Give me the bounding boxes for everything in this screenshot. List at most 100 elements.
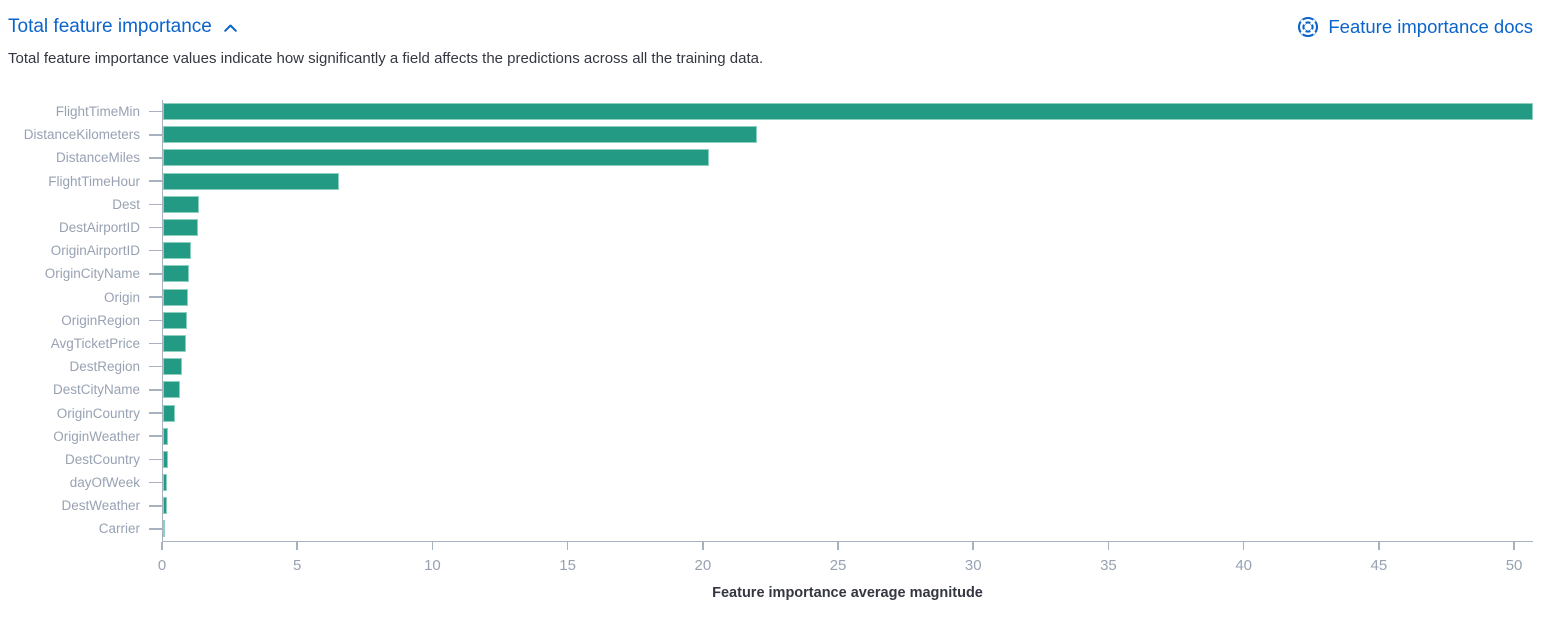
chart-row: DestCityName — [8, 378, 1533, 402]
bar-DestCountry[interactable] — [163, 450, 168, 468]
chart-row: dayOfWeek — [8, 471, 1533, 495]
y-axis-label: dayOfWeek — [69, 475, 140, 491]
y-axis-label: OriginWeather — [53, 428, 140, 444]
bar-track — [162, 331, 1533, 356]
x-axis-line — [161, 540, 1533, 550]
bar-OriginCountry[interactable] — [163, 404, 175, 422]
x-tick-mark — [296, 541, 298, 550]
bar-DestRegion[interactable] — [163, 358, 183, 376]
bar-DestCityName[interactable] — [163, 381, 180, 399]
bar-Origin[interactable] — [163, 288, 188, 306]
x-axis-title: Feature importance average magnitude — [712, 584, 983, 601]
x-tick-label: 25 — [829, 556, 847, 574]
bar-track — [162, 192, 1533, 216]
bar-AvgTicketPrice[interactable] — [163, 334, 187, 352]
y-tick-mark — [149, 435, 162, 437]
chart-row: DestAirportID — [8, 215, 1533, 240]
chart-row: OriginAirportID — [8, 239, 1533, 263]
y-axis-label: FlightTimeHour — [48, 173, 140, 189]
chart-row: FlightTimeHour — [8, 169, 1533, 193]
bar-DestAirportID[interactable] — [163, 219, 198, 237]
bar-DistanceKilometers[interactable] — [163, 126, 758, 144]
bar-FlightTimeMin[interactable] — [163, 103, 1533, 121]
x-tick-label: 45 — [1370, 556, 1388, 574]
y-tick-mark — [149, 342, 162, 345]
chart-row: Carrier — [8, 517, 1533, 541]
chart-row: Dest — [8, 192, 1533, 216]
x-tick-mark — [1378, 541, 1380, 550]
y-axis-label: FlightTimeMin — [55, 104, 140, 120]
y-tick-mark — [149, 481, 162, 484]
x-tick-mark — [431, 541, 434, 550]
y-axis-label: AvgTicketPrice — [50, 335, 140, 351]
y-axis-label: OriginCountry — [56, 405, 140, 421]
bar-OriginAirportID[interactable] — [163, 242, 192, 260]
chart-row: Origin — [8, 285, 1533, 309]
bar-track — [162, 100, 1533, 124]
chart-row: DistanceKilometers — [8, 123, 1533, 147]
bar-track — [162, 517, 1533, 541]
chart-row: OriginCityName — [8, 262, 1533, 286]
y-tick-mark — [149, 389, 162, 391]
bar-track — [162, 239, 1533, 263]
bar-track — [162, 471, 1533, 495]
chart-row: DistanceMiles — [8, 146, 1533, 170]
y-axis-label: Carrier — [98, 521, 140, 537]
chart-row: OriginCountry — [8, 401, 1533, 425]
y-axis-label: OriginRegion — [61, 312, 140, 328]
y-tick-mark — [149, 180, 162, 182]
x-tick-label: 50 — [1505, 556, 1523, 574]
feature-importance-chart: FlightTimeMin DistanceKilometers DistanceM… — [8, 100, 1533, 601]
x-tick-label: 15 — [559, 556, 576, 574]
y-tick-mark — [149, 505, 162, 507]
y-tick-mark — [149, 134, 162, 136]
bar-track — [162, 308, 1533, 332]
bar-OriginRegion[interactable] — [163, 311, 187, 329]
y-tick-mark — [149, 226, 162, 229]
y-axis-label: DestWeather — [61, 498, 140, 514]
chart-row: DestWeather — [8, 494, 1533, 518]
y-axis-label: DistanceKilometers — [23, 127, 140, 143]
total-feature-importance-accordion-toggle[interactable]: Total feature importance — [8, 13, 239, 40]
x-tick-label: 5 — [293, 556, 302, 574]
x-axis-tick-labels: 0 5 10 15 20 25 30 35 40 45 50 — [158, 556, 1533, 576]
bar-track — [162, 262, 1533, 286]
x-tick-label: 40 — [1235, 556, 1252, 574]
bar-track — [162, 169, 1533, 193]
documentation-life-ring-icon — [1296, 15, 1320, 39]
x-tick-label: 10 — [424, 556, 441, 574]
bar-track — [162, 355, 1533, 379]
feature-importance-docs-link[interactable]: Feature importance docs — [1296, 15, 1533, 39]
y-axis-label: OriginAirportID — [50, 243, 140, 259]
bar-OriginCityName[interactable] — [163, 265, 190, 283]
bar-OriginWeather[interactable] — [163, 427, 168, 445]
y-axis-label: OriginCityName — [44, 266, 140, 282]
panel-header: Total feature importance — [8, 13, 1533, 40]
y-tick-mark — [149, 110, 162, 113]
bar-Dest[interactable] — [163, 195, 199, 213]
bar-track — [162, 146, 1533, 170]
y-axis-label: Origin — [103, 289, 140, 305]
y-tick-mark — [149, 273, 162, 275]
panel-title: Total feature importance — [8, 16, 212, 37]
chevron-up-icon[interactable] — [222, 20, 239, 37]
y-axis-label: DestRegion — [69, 359, 140, 375]
feature-importance-panel: Total feature importance — [8, 13, 1533, 601]
x-tick-label: 0 — [157, 556, 167, 574]
bar-DistanceMiles[interactable] — [163, 149, 709, 167]
panel-description: Total feature importance values indicate… — [8, 50, 764, 67]
y-tick-mark — [149, 528, 162, 530]
chart-row: AvgTicketPrice — [8, 331, 1533, 356]
bar-FlightTimeHour[interactable] — [163, 172, 339, 190]
bar-dayOfWeek[interactable] — [163, 474, 167, 492]
bar-track — [162, 401, 1533, 425]
chart-rows: FlightTimeMin DistanceKilometers DistanceM… — [8, 100, 1533, 541]
bar-DestWeather[interactable] — [163, 497, 167, 515]
bar-Carrier[interactable] — [163, 520, 165, 538]
bar-track — [162, 378, 1533, 402]
bar-track — [162, 215, 1533, 240]
bar-track — [162, 494, 1533, 518]
x-tick-mark — [1242, 541, 1245, 550]
bar-track — [162, 424, 1533, 448]
x-tick-mark — [1107, 541, 1110, 550]
